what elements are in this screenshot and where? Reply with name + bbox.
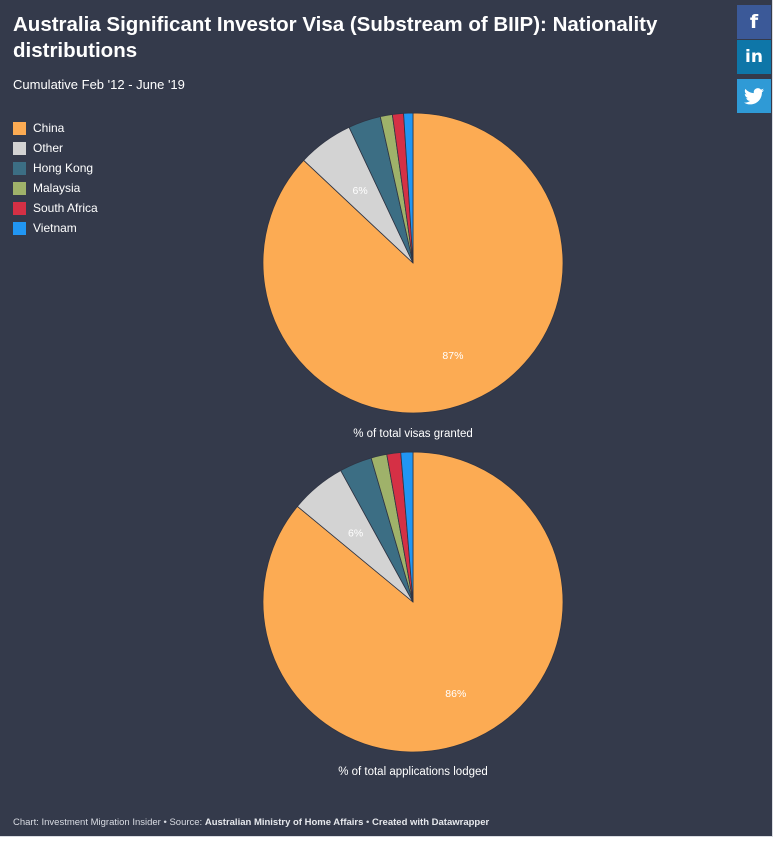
pie-charts: 87% 6% % of total visas granted 86% 6% % of t… — [262, 112, 564, 778]
pie-slice-vietnam — [400, 451, 414, 603]
legend-label: Malaysia — [33, 181, 81, 195]
pie-data-label: 6% — [348, 528, 363, 540]
pie-slice-china — [262, 451, 564, 753]
pie-chart: 86% 6% % of total applications lodged — [262, 451, 564, 778]
facebook-icon: f — [749, 11, 759, 33]
legend-swatch — [13, 141, 26, 155]
footer-separator: • — [160, 817, 170, 828]
twitter-icon — [744, 87, 764, 104]
legend-label: China — [33, 121, 65, 135]
facebook-share-button[interactable]: f — [737, 5, 771, 39]
chart-title: Australia Significant Investor Visa (Sub… — [13, 13, 658, 62]
pie-data-label: 87% — [442, 350, 463, 362]
chart-subtitle: Cumulative Feb '12 - June '19 — [13, 77, 185, 92]
linkedin-icon: in — [745, 47, 763, 67]
legend-label: South Africa — [33, 201, 98, 215]
footer: Chart: Investment Migration Insider • So… — [13, 817, 489, 828]
legend-label: Hong Kong — [33, 161, 94, 175]
legend-item: Vietnam — [13, 218, 98, 238]
pie-caption: % of total visas granted — [353, 428, 473, 440]
legend-label: Other — [33, 141, 64, 155]
twitter-share-button[interactable] — [737, 79, 771, 113]
legend-swatch — [13, 201, 26, 215]
pie-caption: % of total applications lodged — [338, 766, 488, 778]
legend: China Other Hong Kong Malaysia South Africa V… — [13, 118, 98, 238]
pie-data-label: 86% — [445, 688, 466, 700]
pie-slice-vietnam — [403, 112, 414, 264]
legend-item: Other — [13, 138, 98, 158]
pie-slice-china — [262, 112, 564, 414]
footer-source: Australian Ministry of Home Affairs — [204, 817, 364, 828]
legend-swatch — [13, 221, 26, 235]
legend-swatch — [13, 121, 26, 135]
legend-swatch — [13, 181, 26, 195]
linkedin-share-button[interactable]: in — [737, 40, 771, 74]
legend-label: Vietnam — [33, 221, 77, 235]
legend-item: Hong Kong — [13, 158, 98, 178]
pie-data-label: 6% — [353, 185, 368, 197]
footer-created-with: Created with Datawrapper — [372, 817, 490, 828]
legend-item: South Africa — [13, 198, 98, 218]
legend-item: China — [13, 118, 98, 138]
legend-item: Malaysia — [13, 178, 98, 198]
pie-chart: 87% 6% % of total visas granted — [262, 112, 564, 440]
footer-separator: • — [363, 817, 372, 828]
legend-swatch — [13, 161, 26, 175]
footer-chart-by: Chart: Investment Migration Insider — [13, 817, 161, 828]
footer-source-label: Source: — [169, 817, 205, 828]
